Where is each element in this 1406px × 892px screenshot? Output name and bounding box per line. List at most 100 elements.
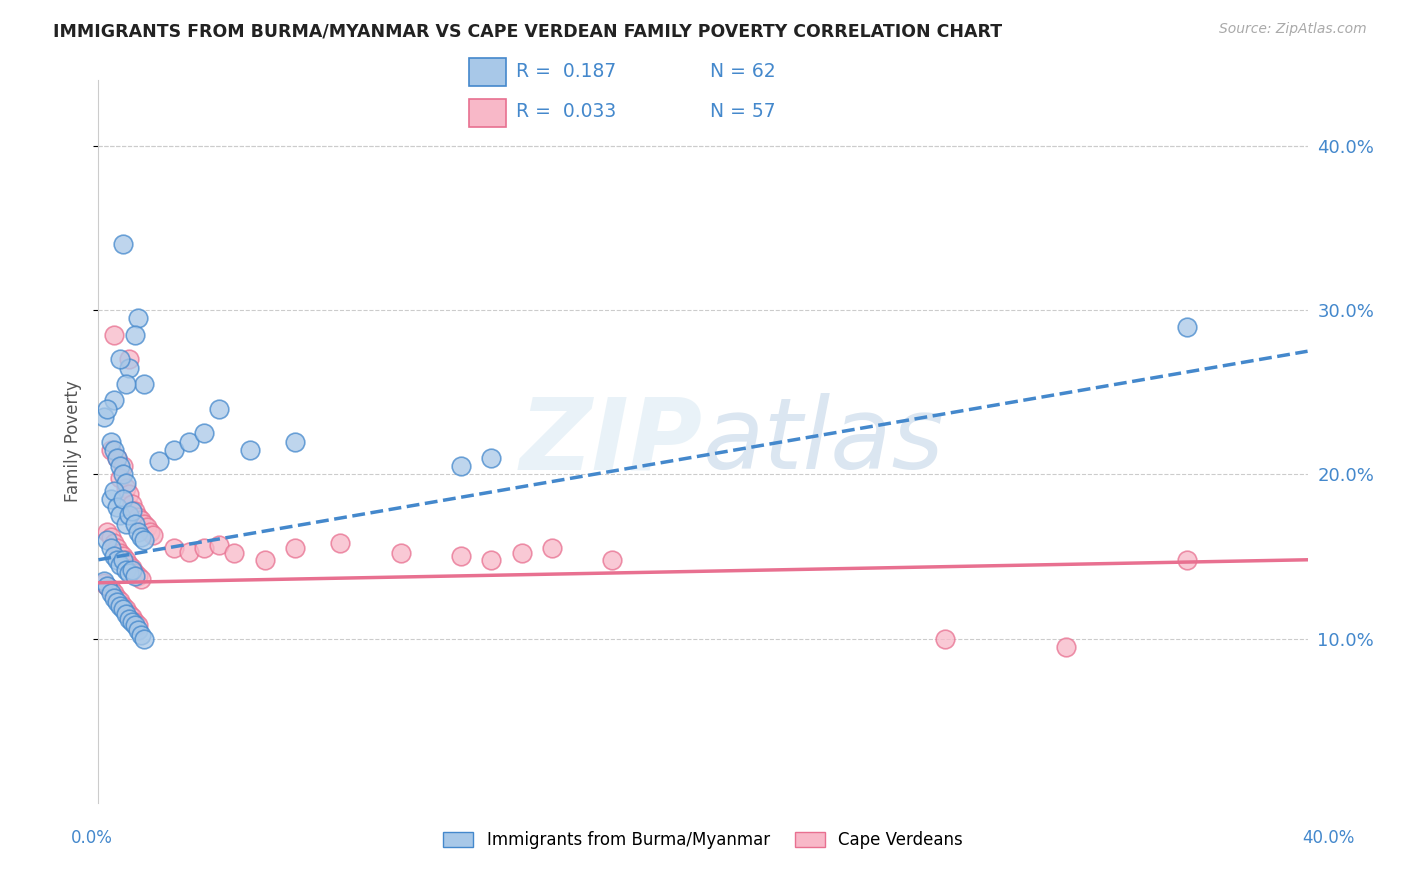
Point	[118, 487, 141, 501]
Text: IMMIGRANTS FROM BURMA/MYANMAR VS CAPE VERDEAN FAMILY POVERTY CORRELATION CHART: IMMIGRANTS FROM BURMA/MYANMAR VS CAPE VE…	[53, 22, 1002, 40]
Point	[105, 450, 128, 465]
Point	[96, 524, 118, 539]
Point	[105, 500, 128, 515]
Point	[100, 491, 122, 506]
Point	[93, 575, 115, 590]
Point	[121, 497, 143, 511]
Point	[114, 553, 136, 567]
Point	[1175, 553, 1198, 567]
Point	[114, 377, 136, 392]
Point	[132, 533, 155, 547]
Point	[114, 602, 136, 616]
Point	[105, 450, 128, 465]
Point	[124, 618, 146, 632]
Text: R =  0.033: R = 0.033	[516, 103, 616, 121]
Text: N = 62: N = 62	[710, 62, 775, 81]
Point	[1054, 640, 1077, 654]
Point	[100, 530, 122, 544]
Point	[284, 541, 307, 556]
Point	[135, 520, 157, 534]
Point	[127, 624, 149, 638]
Point	[111, 237, 134, 252]
Text: atlas: atlas	[703, 393, 945, 490]
Point	[96, 579, 118, 593]
Point	[481, 553, 503, 567]
Point	[208, 538, 231, 552]
Text: N = 57: N = 57	[710, 103, 775, 121]
Point	[114, 475, 136, 490]
Point	[103, 536, 125, 550]
Point	[124, 615, 146, 630]
Point	[108, 558, 131, 572]
FancyBboxPatch shape	[470, 58, 506, 86]
Text: ZIP: ZIP	[520, 393, 703, 490]
Point	[118, 607, 141, 621]
Point	[121, 563, 143, 577]
Point	[93, 409, 115, 424]
Text: 0.0%: 0.0%	[70, 829, 112, 847]
Point	[129, 573, 152, 587]
Point	[934, 632, 956, 646]
Point	[253, 553, 276, 567]
Point	[111, 467, 134, 482]
Point	[129, 530, 152, 544]
Point	[127, 569, 149, 583]
Point	[139, 524, 162, 539]
Point	[118, 558, 141, 572]
Point	[108, 594, 131, 608]
Point	[481, 450, 503, 465]
Point	[510, 546, 533, 560]
Point	[111, 459, 134, 474]
Point	[132, 632, 155, 646]
Point	[540, 541, 562, 556]
Point	[239, 442, 262, 457]
Point	[142, 528, 165, 542]
Point	[108, 599, 131, 613]
Point	[118, 508, 141, 523]
Point	[124, 516, 146, 531]
Point	[114, 481, 136, 495]
Point	[103, 442, 125, 457]
Point	[127, 311, 149, 326]
Point	[96, 401, 118, 416]
Point	[121, 615, 143, 630]
Y-axis label: Family Poverty: Family Poverty	[65, 381, 83, 502]
Text: 40.0%: 40.0%	[1302, 829, 1355, 847]
Point	[96, 533, 118, 547]
Point	[103, 549, 125, 564]
Point	[108, 470, 131, 484]
Point	[103, 585, 125, 599]
Point	[124, 569, 146, 583]
Point	[132, 377, 155, 392]
Point	[602, 553, 624, 567]
Point	[100, 582, 122, 597]
Point	[129, 628, 152, 642]
Point	[118, 360, 141, 375]
Legend: Immigrants from Burma/Myanmar, Cape Verdeans: Immigrants from Burma/Myanmar, Cape Verd…	[436, 824, 970, 856]
Point	[118, 612, 141, 626]
Point	[111, 602, 134, 616]
Point	[208, 401, 231, 416]
Point	[124, 327, 146, 342]
Point	[450, 459, 472, 474]
Point	[121, 503, 143, 517]
Point	[114, 516, 136, 531]
Point	[127, 510, 149, 524]
Point	[193, 541, 215, 556]
Point	[224, 546, 246, 560]
Point	[100, 434, 122, 449]
Point	[163, 442, 186, 457]
Point	[111, 549, 134, 564]
Point	[105, 553, 128, 567]
Point	[179, 544, 201, 558]
Point	[105, 541, 128, 556]
Point	[127, 618, 149, 632]
Text: Source: ZipAtlas.com: Source: ZipAtlas.com	[1219, 22, 1367, 37]
Point	[450, 549, 472, 564]
Point	[179, 434, 201, 449]
Point	[108, 508, 131, 523]
Point	[193, 426, 215, 441]
Point	[103, 483, 125, 498]
Point	[148, 454, 170, 468]
Point	[96, 579, 118, 593]
